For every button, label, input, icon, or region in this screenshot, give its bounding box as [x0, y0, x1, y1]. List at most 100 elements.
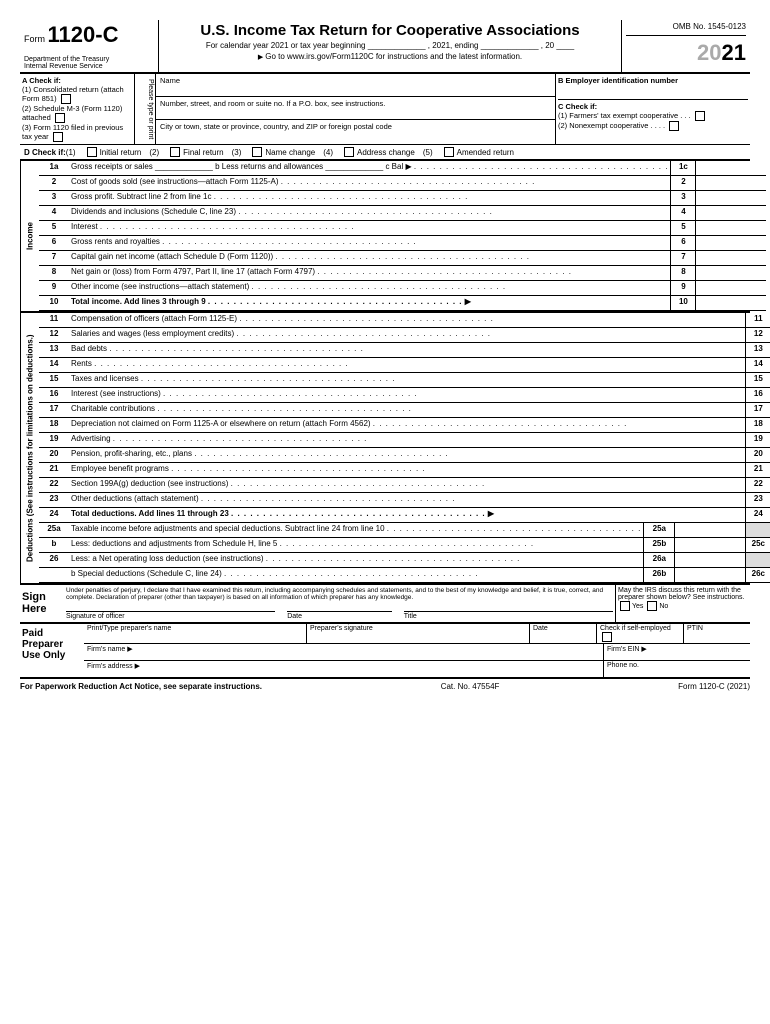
line-ref: 9 — [670, 281, 695, 295]
line-text: Interest (see instructions) — [69, 388, 745, 402]
line-text: Depreciation not claimed on Form 1125-A … — [69, 418, 745, 432]
line-ref: 22 — [745, 478, 770, 492]
amount-field[interactable] — [695, 251, 766, 265]
line-text: b Special deductions (Schedule C, line 2… — [69, 568, 643, 582]
amount-field[interactable] — [695, 191, 766, 205]
line-18: 18Depreciation not claimed on Form 1125-… — [39, 418, 770, 433]
form-subtitle: For calendar year 2021 or tax year begin… — [165, 41, 615, 50]
checkbox-final[interactable] — [170, 147, 180, 157]
signature-title[interactable]: Title — [404, 611, 613, 620]
line-ref: 19 — [745, 433, 770, 447]
line-ref — [745, 523, 770, 537]
line-text: Total income. Add lines 3 through 9 ▶ — [69, 296, 670, 310]
checkbox-address-change[interactable] — [344, 147, 354, 157]
amount-field[interactable] — [695, 236, 766, 250]
checkbox-irs-no[interactable] — [647, 601, 657, 611]
checkbox-farmers-exempt[interactable] — [695, 111, 705, 121]
checkbox-initial[interactable] — [87, 147, 97, 157]
line-text: Pension, profit-sharing, etc., plans — [69, 448, 745, 462]
line-no: 7 — [39, 251, 69, 265]
amount-field[interactable] — [695, 161, 766, 175]
amount-field[interactable] — [695, 296, 766, 310]
amount-field[interactable] — [695, 176, 766, 190]
sub-amount[interactable] — [674, 538, 745, 552]
checkbox-self-employed[interactable] — [602, 632, 612, 642]
signature-date[interactable]: Date — [287, 611, 392, 620]
firm-ein[interactable]: Firm's EIN ▶ — [604, 644, 750, 660]
line-14: 14Rents 14 — [39, 358, 770, 373]
sub-amount[interactable] — [674, 523, 745, 537]
checkbox-irs-yes[interactable] — [620, 601, 630, 611]
a-item-1: (1) Consolidated return (attach Form 851… — [22, 85, 132, 104]
line-no: 17 — [39, 403, 69, 417]
line-text: Total deductions. Add lines 11 through 2… — [69, 508, 745, 522]
line-17: 17Charitable contributions 17 — [39, 403, 770, 418]
firm-phone[interactable]: Phone no. — [604, 661, 750, 677]
line-text: Taxes and licenses — [69, 373, 745, 387]
line-no: 6 — [39, 236, 69, 250]
amount-field[interactable] — [695, 281, 766, 295]
checkbox-name-change[interactable] — [252, 147, 262, 157]
address-field[interactable]: Number, street, and room or suite no. If… — [156, 97, 555, 120]
d-label: D Check if: — [24, 148, 66, 157]
section-b-c: B Employer identification number C Check… — [555, 74, 750, 144]
perjury-text: Under penalties of perjury, I declare th… — [66, 587, 613, 601]
checkbox-consolidated[interactable] — [61, 94, 71, 104]
line-text: Salaries and wages (less employment cred… — [69, 328, 745, 342]
firm-name[interactable]: Firm's name ▶ — [84, 644, 604, 660]
checkbox-amended[interactable] — [444, 147, 454, 157]
line-no: 10 — [39, 296, 69, 310]
signature-officer[interactable]: Signature of officer — [66, 611, 275, 620]
line-text: Other deductions (attach statement) — [69, 493, 745, 507]
line-no: 9 — [39, 281, 69, 295]
line-text: Compensation of officers (attach Form 11… — [69, 313, 745, 327]
line-no: 8 — [39, 266, 69, 280]
line-text: Gross receipts or sales _____________ b … — [69, 161, 670, 175]
sub-amount[interactable] — [674, 568, 745, 582]
checkbox-nonexempt[interactable] — [669, 121, 679, 131]
line-text: Gross rents and royalties — [69, 236, 670, 250]
amount-field[interactable] — [695, 266, 766, 280]
line-no: 1a — [39, 161, 69, 175]
line-no: 4 — [39, 206, 69, 220]
firm-address[interactable]: Firm's address ▶ — [84, 661, 604, 677]
line-no: 16 — [39, 388, 69, 402]
amount-field[interactable] — [695, 221, 766, 235]
line-ref: 8 — [670, 266, 695, 280]
sub-amount[interactable] — [674, 553, 745, 567]
year: 21 — [722, 40, 746, 65]
preparer-date[interactable]: Date — [530, 624, 597, 643]
line-text: Less: a Net operating loss deduction (se… — [69, 553, 643, 567]
preparer-signature[interactable]: Preparer's signature — [307, 624, 530, 643]
city-field[interactable]: City or town, state or province, country… — [156, 120, 555, 142]
section-d: D Check if: (1)Initial return (2)Final r… — [20, 145, 750, 161]
preparer-name[interactable]: Print/Type preparer's name — [84, 624, 307, 643]
a-item-2: (2) Schedule M-3 (Form 1120) attached — [22, 104, 132, 123]
line-no: 23 — [39, 493, 69, 507]
footer-center: Cat. No. 47554F — [441, 682, 500, 691]
line-2: 2Cost of goods sold (see instructions—at… — [39, 176, 766, 191]
preparer-self-employed: Check if self-employed — [597, 624, 684, 643]
paid-preparer-label: Paid Preparer Use Only — [20, 624, 84, 677]
line-ref: 11 — [745, 313, 770, 327]
line-16: 16Interest (see instructions) 16 — [39, 388, 770, 403]
line-15: 15Taxes and licenses 15 — [39, 373, 770, 388]
line-text: Rents — [69, 358, 745, 372]
line-ref: 7 — [670, 251, 695, 265]
amount-field[interactable] — [695, 206, 766, 220]
line-no: b — [39, 538, 69, 552]
line-no: 15 — [39, 373, 69, 387]
name-field[interactable]: Name — [156, 74, 555, 97]
omb-number: OMB No. 1545-0123 — [626, 22, 746, 36]
line-no: 22 — [39, 478, 69, 492]
line-no: 19 — [39, 433, 69, 447]
line-12: 12Salaries and wages (less employment cr… — [39, 328, 770, 343]
checkbox-prev-year[interactable] — [53, 132, 63, 142]
line-ref: 5 — [670, 221, 695, 235]
form-prefix: Form — [24, 34, 45, 44]
line-25a: 25aTaxable income before adjustments and… — [39, 523, 770, 538]
preparer-ptin[interactable]: PTIN — [684, 624, 750, 643]
line-22: 22Section 199A(g) deduction (see instruc… — [39, 478, 770, 493]
checkbox-schedule-m3[interactable] — [55, 113, 65, 123]
line-sub: 26b — [643, 568, 674, 582]
